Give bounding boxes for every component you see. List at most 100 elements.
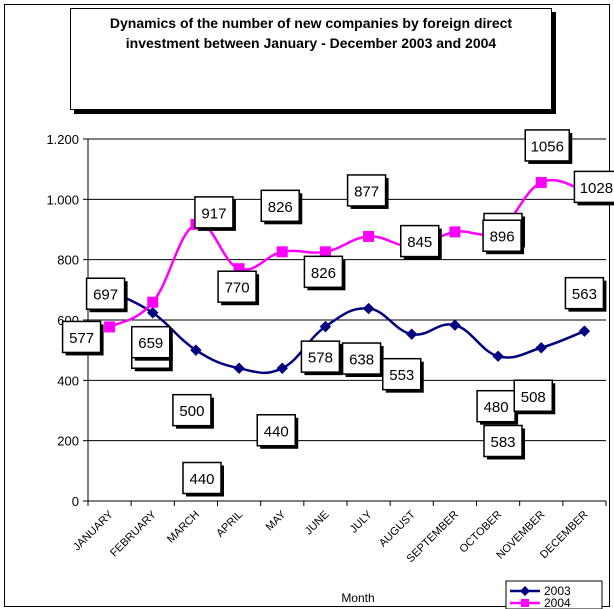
data-label-value: 917 xyxy=(201,205,226,222)
data-label-box xyxy=(573,170,614,204)
data-label-2003-october: 480 xyxy=(476,389,519,425)
data-label-value: 563 xyxy=(572,286,597,303)
data-label-value: 440 xyxy=(264,423,289,440)
data-label-value: 826 xyxy=(268,199,293,216)
marker-2004-january xyxy=(104,321,116,333)
x-tick-label-march: MARCH xyxy=(165,509,202,546)
data-label-2004-july: 877 xyxy=(346,174,389,209)
data-label-2004-april: 770 xyxy=(217,270,260,306)
data-label-2003-june: 578 xyxy=(300,340,343,376)
data-label-box xyxy=(346,174,387,207)
y-tick-label: 400 xyxy=(57,373,79,388)
marker-2003-december xyxy=(578,325,591,337)
data-label-2004-january: 577 xyxy=(61,320,104,356)
marker-2003-april xyxy=(233,362,245,374)
data-label-2003-april: 440 xyxy=(182,461,224,497)
data-label-box xyxy=(341,342,382,375)
legend-label-2004: 2004 xyxy=(544,596,571,609)
data-label-value: 697 xyxy=(93,287,118,304)
data-label-box xyxy=(300,340,341,373)
marker-2003-november xyxy=(535,342,547,354)
data-label-value: 659 xyxy=(138,335,163,352)
data-label-2004-december: 1028 xyxy=(573,170,614,206)
data-label-box xyxy=(513,379,553,413)
x-tick-label-october: OCTOBER xyxy=(457,509,504,556)
data-label-box xyxy=(217,270,257,303)
data-label-box xyxy=(182,461,222,495)
data-label-2004-october: 896 xyxy=(482,219,525,255)
x-tick-label-june: JUNE xyxy=(303,509,332,538)
legend-marker-2003 xyxy=(520,586,530,596)
data-label-2004-june: 826 xyxy=(303,255,346,291)
chart-title-box: Dynamics of the number of new companies … xyxy=(70,8,552,110)
data-label-2003-september: 583 xyxy=(483,424,525,460)
y-tick-label: 1.000 xyxy=(46,192,79,207)
data-label-box xyxy=(476,389,516,423)
data-label-box xyxy=(382,357,422,391)
y-tick-label: 0 xyxy=(72,494,79,509)
data-label-2003-december: 563 xyxy=(564,276,607,312)
x-tick-label-may: MAY xyxy=(264,508,289,533)
marker-2003-august xyxy=(406,328,418,340)
data-label-value: 1056 xyxy=(531,138,564,155)
data-label-box xyxy=(483,424,523,458)
marker-2004-february xyxy=(147,296,159,308)
x-tick-label-february: FEBRUARY xyxy=(108,508,159,559)
data-label-box xyxy=(524,129,570,162)
data-label-box xyxy=(194,196,234,229)
marker-2004-november xyxy=(535,176,547,188)
legend: 2003 2004 xyxy=(505,580,603,609)
data-label-value: 480 xyxy=(484,399,509,416)
data-label-box xyxy=(400,224,440,258)
data-label-2004-may: 826 xyxy=(260,189,303,225)
data-label-box xyxy=(131,325,171,359)
data-label-box xyxy=(303,255,344,289)
data-label-value: 770 xyxy=(225,280,250,297)
data-label-box xyxy=(172,393,212,427)
data-label-box xyxy=(256,414,296,447)
data-label-value: 638 xyxy=(349,352,374,369)
data-label-2003-march: 500 xyxy=(172,393,214,429)
data-label-2003-may: 440 xyxy=(256,414,299,449)
x-axis-title: Month xyxy=(341,591,374,605)
legend-label-2003: 2003 xyxy=(544,584,571,598)
data-label-box xyxy=(482,219,522,252)
data-label-box xyxy=(61,320,102,354)
x-tick-label-august: AUGUST xyxy=(377,508,418,549)
data-label-2003-january: 697 xyxy=(85,277,128,313)
marker-2004-june xyxy=(319,246,331,258)
marker-2003-july xyxy=(362,302,375,315)
data-label-value: 826 xyxy=(311,265,336,282)
data-label-2003-august: 553 xyxy=(382,357,424,393)
data-label-2004-march: 917 xyxy=(194,196,236,231)
data-label-value: 440 xyxy=(189,471,214,488)
legend-marker-2004 xyxy=(521,599,529,607)
marker-2004-may xyxy=(276,246,288,258)
data-label-value: 583 xyxy=(490,434,515,451)
data-label-value: 500 xyxy=(179,403,204,420)
x-tick-label-july: JULY xyxy=(348,508,375,535)
data-label-box xyxy=(260,189,300,223)
marker-2004-july xyxy=(363,230,375,242)
data-label-value: 578 xyxy=(308,350,333,367)
data-label-2004-november: 1056 xyxy=(524,129,573,164)
marker-2003-may xyxy=(276,362,288,374)
data-label-value: 553 xyxy=(389,367,414,384)
data-label-2003-july: 638 xyxy=(341,342,384,378)
marker-2003-june xyxy=(319,320,332,333)
marker-2003-october xyxy=(492,350,504,362)
data-label-box xyxy=(85,277,126,310)
data-label-value: 1028 xyxy=(580,180,613,197)
marker-2003-march xyxy=(190,344,202,356)
data-label-value: 845 xyxy=(407,234,432,251)
marker-2004-september xyxy=(449,226,461,238)
y-tick-label: 800 xyxy=(57,253,79,268)
data-label-2004-february: 659 xyxy=(131,325,173,361)
marker-2003-february xyxy=(147,307,159,319)
data-label-box xyxy=(564,276,605,310)
data-label-value: 877 xyxy=(354,183,379,200)
data-label-value: 896 xyxy=(490,229,515,246)
data-labels: 6976245004404405786385535834805085635776… xyxy=(61,129,614,497)
data-label-value: 577 xyxy=(69,330,94,347)
